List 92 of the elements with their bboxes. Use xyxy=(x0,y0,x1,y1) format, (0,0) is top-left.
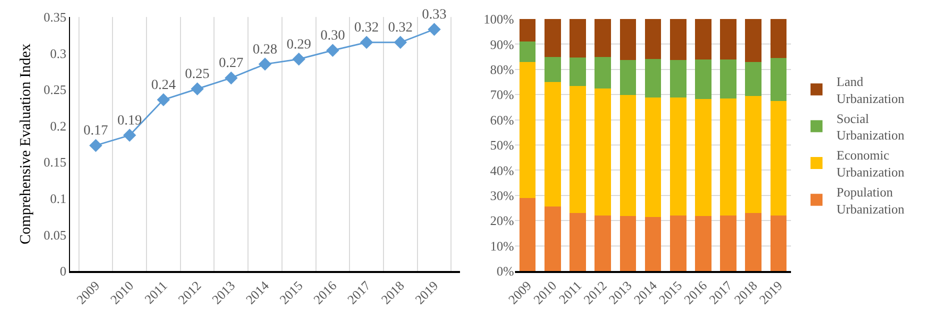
bar xyxy=(695,216,712,271)
y-tick-label: 0.35 xyxy=(44,10,66,25)
data-label: 0.19 xyxy=(117,114,142,129)
data-label: 0.30 xyxy=(320,28,345,44)
bar xyxy=(620,216,636,271)
bar xyxy=(544,19,561,57)
data-label: 0.33 xyxy=(422,8,446,23)
bar xyxy=(745,62,762,96)
legend-label: Economic Urbanization xyxy=(836,148,905,180)
legend-label: Land Urbanization xyxy=(836,74,905,106)
y-tick-label: 0 xyxy=(60,264,66,279)
legend-label: Social Urbanization xyxy=(836,110,905,143)
legend-label: Population Urbanization xyxy=(836,184,905,216)
bar xyxy=(720,19,736,60)
bar xyxy=(570,86,586,214)
point xyxy=(326,44,340,57)
data-label: 0.29 xyxy=(286,37,312,52)
y-tick-label: 20% xyxy=(490,213,514,228)
data-label: 0.24 xyxy=(151,78,176,93)
point xyxy=(224,71,238,84)
y-tick-label: 70% xyxy=(490,87,514,102)
y-tick-label: 30% xyxy=(490,188,514,203)
y-axis-title: Comprehensive Evaluation Index xyxy=(18,43,34,244)
bar xyxy=(644,217,662,271)
point xyxy=(258,58,272,71)
bar xyxy=(770,19,787,58)
point xyxy=(292,52,306,66)
y-tick-label: 10% xyxy=(490,238,514,254)
data-label: 0.32 xyxy=(388,20,413,36)
bar xyxy=(620,60,636,96)
y-tick-label: 60% xyxy=(490,112,514,128)
bar xyxy=(570,58,586,86)
y-tick-label: 0.3 xyxy=(50,46,66,61)
y-tick-label: 100% xyxy=(484,12,514,27)
bar xyxy=(720,59,736,98)
bar xyxy=(519,198,536,271)
point xyxy=(360,36,374,49)
y-tick-label: 90% xyxy=(490,36,514,52)
bar xyxy=(519,62,536,198)
bar xyxy=(594,88,611,216)
point xyxy=(89,138,102,152)
bar xyxy=(695,99,712,216)
bar xyxy=(695,60,712,100)
bar xyxy=(670,60,686,98)
data-label: 0.28 xyxy=(252,42,278,58)
bar xyxy=(519,42,536,62)
bar xyxy=(544,56,561,82)
bar xyxy=(745,213,762,271)
bar xyxy=(745,19,762,62)
bar xyxy=(644,59,662,98)
bar xyxy=(695,19,712,60)
bar xyxy=(594,56,611,88)
bar xyxy=(644,19,662,60)
y-tick-label: 0.15 xyxy=(44,154,66,170)
y-tick-label: 50% xyxy=(490,138,514,153)
y-tick-label: 0.25 xyxy=(44,82,66,98)
bar xyxy=(570,19,586,58)
y-tick-label: 0% xyxy=(496,264,514,279)
x-tick-label: 2011 xyxy=(556,278,584,307)
point xyxy=(190,82,204,96)
point xyxy=(156,93,170,106)
data-label: 0.25 xyxy=(185,67,210,82)
bar xyxy=(670,98,686,216)
bar xyxy=(770,216,787,271)
bar xyxy=(720,98,736,216)
bar xyxy=(620,95,636,216)
bar xyxy=(544,206,561,271)
bar xyxy=(745,96,762,214)
data-label: 0.32 xyxy=(354,20,379,36)
point xyxy=(394,36,407,49)
y-tick-label: 0.05 xyxy=(44,227,66,242)
y-tick-label: 40% xyxy=(490,162,514,178)
bar xyxy=(644,98,662,218)
bar xyxy=(594,19,611,57)
point xyxy=(428,22,441,36)
data-label: 0.17 xyxy=(84,124,108,139)
x-tick-label: 2011 xyxy=(142,278,170,307)
bar xyxy=(770,100,787,216)
bar xyxy=(670,19,686,60)
bar xyxy=(519,19,536,42)
bar xyxy=(620,19,636,60)
bar xyxy=(594,216,611,271)
bar xyxy=(670,216,686,271)
data-label: 0.27 xyxy=(218,56,244,72)
y-tick-label: 0.1 xyxy=(50,190,66,206)
point xyxy=(123,128,136,142)
bar xyxy=(720,216,736,271)
bar xyxy=(770,58,787,101)
bar xyxy=(544,82,561,207)
y-tick-label: 80% xyxy=(490,62,514,77)
y-tick-label: 0.2 xyxy=(50,118,66,134)
bar xyxy=(570,213,586,271)
